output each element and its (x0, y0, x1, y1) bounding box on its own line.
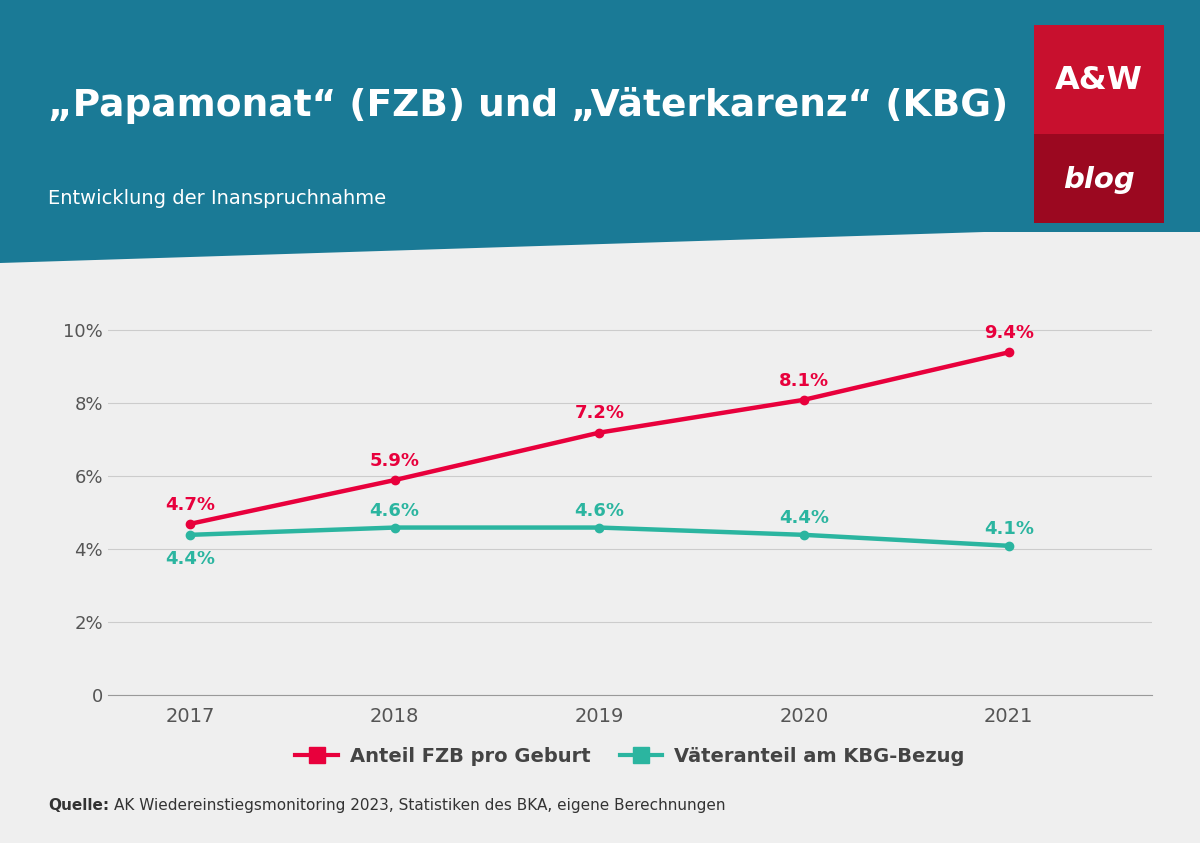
Legend: Anteil FZB pro Geburt, Väteranteil am KBG-Bezug: Anteil FZB pro Geburt, Väteranteil am KB… (288, 739, 972, 774)
Text: Entwicklung der Inanspruchnahme: Entwicklung der Inanspruchnahme (48, 189, 386, 207)
Text: 8.1%: 8.1% (779, 372, 829, 389)
Text: 4.1%: 4.1% (984, 520, 1033, 538)
Text: AK Wiedereinstiegsmonitoring 2023, Statistiken des BKA, eigene Berechnungen: AK Wiedereinstiegsmonitoring 2023, Stati… (114, 797, 726, 813)
Text: 4.6%: 4.6% (575, 502, 624, 519)
Text: blog: blog (1063, 166, 1135, 194)
Text: 4.4%: 4.4% (164, 550, 215, 568)
Text: „Papamonat“ (FZB) und „Väterkarenz“ (KBG): „Papamonat“ (FZB) und „Väterkarenz“ (KBG… (48, 87, 1008, 124)
Text: 4.4%: 4.4% (779, 509, 829, 527)
Text: 7.2%: 7.2% (575, 405, 624, 422)
Text: 9.4%: 9.4% (984, 324, 1033, 342)
Text: A&W: A&W (1055, 65, 1144, 96)
Text: 5.9%: 5.9% (370, 452, 420, 470)
Text: Quelle:: Quelle: (48, 797, 109, 813)
Text: 4.7%: 4.7% (164, 496, 215, 513)
Text: 4.6%: 4.6% (370, 502, 420, 519)
